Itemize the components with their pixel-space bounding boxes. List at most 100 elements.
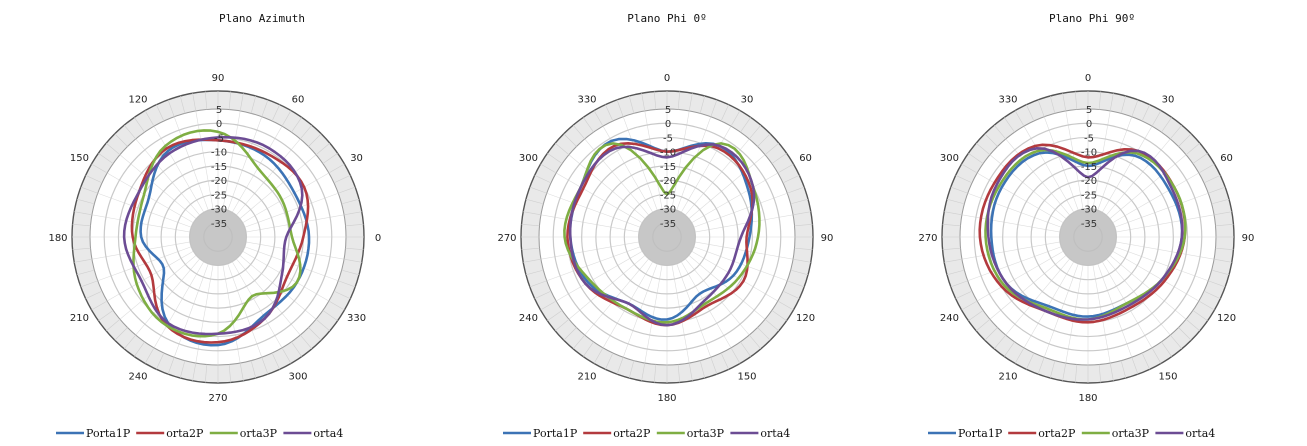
tick-mark	[261, 99, 269, 117]
tick-mark	[1170, 124, 1183, 140]
legend-label: orta3P	[687, 427, 725, 440]
grid-spoke	[244, 192, 339, 228]
angle-label: 180	[48, 233, 67, 244]
radial-tick-label: -15	[1081, 162, 1097, 173]
tick-mark	[315, 142, 331, 155]
tick-mark	[167, 99, 175, 117]
tick-mark	[1203, 290, 1221, 299]
grid-spoke	[1101, 125, 1153, 213]
grid-spoke	[691, 172, 779, 224]
angle-label: 330	[577, 94, 596, 105]
grid-spoke	[694, 241, 794, 260]
tick-mark	[228, 364, 232, 383]
grid-spoke	[173, 116, 209, 211]
grid-spoke	[242, 172, 330, 224]
tick-mark	[984, 133, 998, 147]
grid-spoke	[644, 264, 663, 364]
grid-spoke	[1023, 261, 1075, 349]
tick-mark	[1131, 357, 1139, 375]
tick-mark	[1208, 186, 1226, 194]
grid-spoke	[239, 255, 317, 320]
tick-mark	[993, 124, 1006, 140]
tick-mark	[76, 269, 95, 276]
tick-mark	[793, 258, 811, 263]
tick-mark	[204, 91, 208, 110]
grid-spoke	[989, 255, 1067, 320]
tick-mark	[114, 327, 128, 341]
tick-mark	[80, 186, 98, 194]
radial-tick-label: -15	[211, 162, 227, 173]
legend-label: orta4	[313, 427, 343, 440]
angle-label: 240	[128, 372, 147, 383]
grid-spoke	[222, 264, 241, 364]
legend-label: Porta1P	[958, 427, 1003, 440]
tick-mark	[1004, 117, 1015, 133]
angle-label: 90	[212, 73, 225, 84]
tick-mark	[777, 300, 794, 311]
radial-tick-label: -20	[1081, 176, 1097, 187]
tick-mark	[341, 269, 360, 276]
grid-spoke	[1115, 241, 1215, 260]
tick-mark	[315, 319, 331, 332]
tick-mark	[1211, 198, 1230, 205]
radial-tick-label: -5	[214, 133, 224, 144]
grid-spoke	[195, 264, 214, 364]
grid-spoke	[245, 214, 345, 233]
radial-tick-label: 0	[1086, 119, 1092, 130]
tick-mark	[961, 300, 978, 311]
angle-label: 120	[796, 313, 815, 324]
tick-mark	[975, 319, 991, 332]
tick-mark	[1151, 110, 1162, 127]
tick-mark	[699, 95, 706, 114]
grid-ring	[160, 179, 276, 295]
angle-label: 240	[519, 313, 538, 324]
tick-mark	[1198, 163, 1215, 174]
radial-tick-label: -10	[1081, 148, 1097, 159]
legend: Porta1P orta2P orta3P orta4	[503, 427, 790, 440]
angle-label: 0	[1085, 73, 1091, 84]
grid-spoke	[1097, 116, 1133, 211]
tick-mark	[563, 133, 577, 147]
grid-spoke	[961, 241, 1061, 260]
tick-mark	[950, 186, 968, 194]
grid-ring	[174, 193, 262, 281]
tick-mark	[730, 110, 741, 127]
tick-mark	[85, 175, 103, 184]
tick-mark	[281, 347, 292, 364]
tick-mark	[123, 124, 136, 140]
angle-label: 0	[375, 233, 381, 244]
grid-spoke	[106, 172, 194, 224]
angle-label: 90	[1242, 233, 1255, 244]
polar-chart-2: Plano Phi 0º 0 30 60 90 120 150 180 210 240 270 300…	[497, 12, 833, 440]
tick-mark	[105, 319, 121, 332]
tick-mark	[794, 223, 813, 227]
legend-label: orta2P	[166, 427, 204, 440]
tick-mark	[1037, 99, 1045, 117]
center-disc	[638, 208, 696, 266]
angle-label: 300	[288, 372, 307, 383]
tick-mark	[782, 175, 800, 184]
grid-ring	[973, 122, 1203, 352]
tick-mark	[730, 347, 741, 364]
tick-mark	[114, 133, 128, 147]
tick-mark	[749, 124, 762, 140]
grid-ring	[595, 165, 739, 309]
radial-tick-label: 5	[1086, 105, 1092, 116]
radial-tick-label: 0	[216, 119, 222, 130]
tick-mark	[192, 93, 197, 111]
radial-tick-label: -35	[660, 219, 676, 230]
tick-mark	[720, 104, 729, 122]
tick-mark	[144, 347, 155, 364]
grid-spoke	[153, 261, 205, 349]
tick-mark	[605, 104, 614, 122]
grid-spoke	[239, 154, 317, 219]
tick-mark	[1120, 95, 1127, 114]
grid-spoke	[135, 138, 200, 216]
tick-mark	[534, 290, 552, 299]
tick-mark	[179, 95, 186, 114]
tick-mark	[1192, 310, 1208, 321]
tick-mark	[968, 310, 984, 321]
tick-mark	[740, 341, 751, 357]
tick-mark	[771, 310, 787, 321]
tick-mark	[1185, 319, 1201, 332]
